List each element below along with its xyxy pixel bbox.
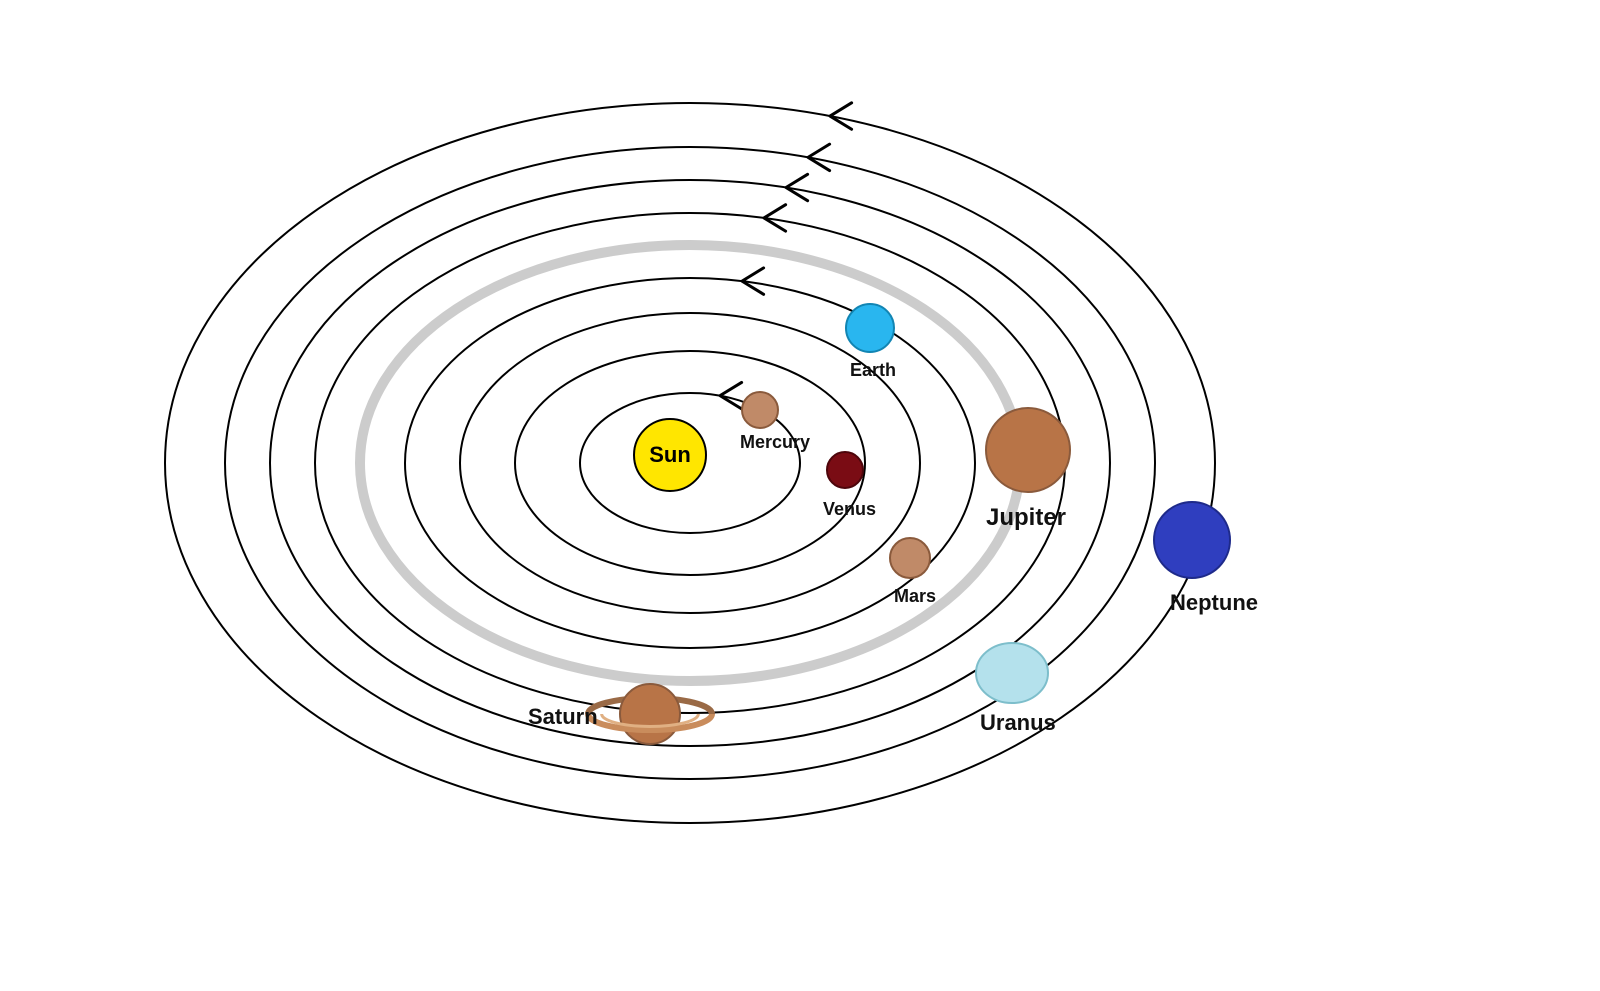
mars-body: [890, 538, 930, 578]
venus-body: [827, 452, 863, 488]
neptune-label: Neptune: [1170, 590, 1258, 615]
planet-earth: Earth: [846, 304, 896, 380]
earth-label: Earth: [850, 360, 896, 380]
sun: Sun: [634, 419, 706, 491]
solar-system-diagram: Sun Mercury Venus Earth Mars Jupiter Saturn Ura…: [0, 0, 1600, 991]
earth-body: [846, 304, 894, 352]
planet-venus: Venus: [823, 452, 876, 519]
mercury-label: Mercury: [740, 432, 810, 452]
mars-label: Mars: [894, 586, 936, 606]
saturn-label: Saturn: [528, 704, 598, 729]
jupiter-label: Jupiter: [986, 504, 1066, 531]
planet-mars: Mars: [890, 538, 936, 606]
uranus-body: [976, 643, 1048, 703]
planet-mercury: Mercury: [740, 392, 810, 452]
sun-label: Sun: [649, 442, 691, 467]
uranus-label: Uranus: [980, 710, 1056, 735]
saturn-body: [620, 684, 680, 744]
planet-uranus: Uranus: [976, 643, 1056, 735]
mercury-body: [742, 392, 778, 428]
jupiter-body: [986, 408, 1070, 492]
venus-label: Venus: [823, 499, 876, 519]
planet-jupiter: Jupiter: [986, 408, 1070, 531]
planet-saturn: Saturn: [528, 684, 712, 744]
planet-neptune: Neptune: [1154, 502, 1258, 615]
neptune-body: [1154, 502, 1230, 578]
